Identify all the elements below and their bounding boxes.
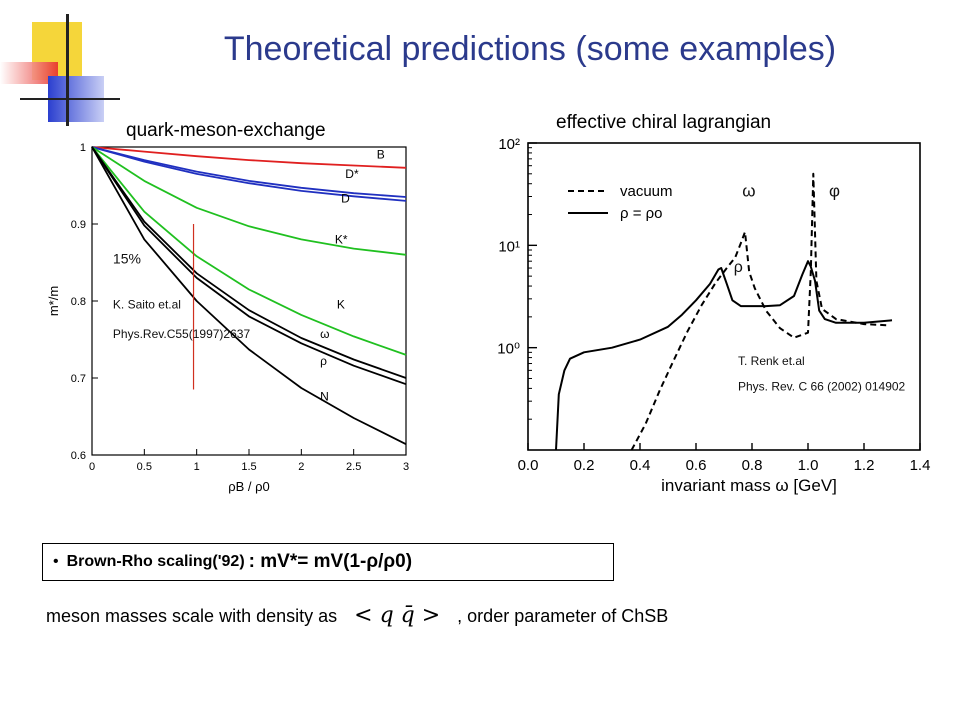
left-series-line — [91, 146, 407, 198]
left-y-tick-label: 0.8 — [71, 296, 86, 308]
left-chart-labels: B D* D K* Kωρ N 15% K. Saito et.al Phys.Rev.C55(… — [113, 148, 385, 404]
left-x-tick-label: 0.5 — [137, 461, 152, 473]
right-plot-frame — [527, 142, 921, 451]
left-y-tick-label: 0.7 — [71, 373, 86, 385]
right-y-tick-label: 10¹ — [498, 238, 520, 255]
left-x-tick-label: 3 — [403, 461, 409, 473]
right-annotation: Phys. Rev. C 66 (2002) 014902 — [738, 380, 906, 394]
right-chart-labels: vacuum ρ = ρo ω φ ρ T. Renk et.al Phys. Rev. C… — [568, 182, 906, 394]
left-series-label: N — [320, 389, 329, 403]
brown-rho-label: Brown-Rho scaling('92) — [66, 553, 245, 570]
left-y-tick-label: 0.6 — [71, 450, 86, 462]
left-chart-series — [91, 146, 407, 446]
right-x-axis-label: invariant mass ω [GeV] — [661, 476, 837, 495]
left-y-tick-label: 0.9 — [71, 219, 86, 231]
quark-condensate-symbol: < q q̄ > — [354, 603, 441, 628]
left-series-line — [91, 146, 407, 169]
left-series-label: D* — [345, 167, 359, 181]
right-chart: 0.0 0.2 0.4 0.6 0.8 1.0 1.2 1.4 10⁰ 10¹ 10² invaria… — [497, 136, 930, 495]
left-series-label: ρ — [320, 354, 327, 368]
bullet-dot-icon: • — [53, 553, 59, 570]
right-vacuum-curve — [630, 172, 890, 451]
bottom-text-before: meson masses scale with density as — [46, 606, 338, 626]
left-x-tick-label: 1.5 — [241, 461, 256, 473]
left-x-tick-label: 2 — [298, 461, 304, 473]
left-y-axis-label: m*/m — [46, 286, 61, 316]
left-annotation: Phys.Rev.C55(1997)2637 — [113, 327, 251, 341]
left-chart-axes: 0 0.5 1 1.5 2 2.5 3 0.6 0.7 0.8 0.9 1 ρB / ρ0 m*/m — [46, 142, 409, 494]
brown-rho-box: • Brown-Rho scaling('92) : mV*= mV(1-ρ/ρ… — [42, 543, 614, 581]
brown-rho-formula: : mV*= mV(1-ρ/ρ0) — [248, 551, 413, 572]
left-series-line — [91, 146, 407, 256]
bottom-statement: meson masses scale with density as < q q… — [46, 603, 668, 628]
left-annotation: K. Saito et.al — [113, 298, 181, 312]
left-annotation: 15% — [113, 250, 141, 266]
right-x-tick-label: 0.0 — [518, 457, 539, 474]
left-x-axis-label: ρB / ρ0 — [228, 479, 270, 494]
left-series-label: K* — [335, 232, 348, 246]
right-x-tick-label: 0.6 — [686, 457, 707, 474]
left-chart: 0 0.5 1 1.5 2 2.5 3 0.6 0.7 0.8 0.9 1 ρB / ρ0 m*/m B D… — [46, 142, 409, 494]
slide-title: Theoretical predictions (some examples) — [223, 30, 837, 68]
right-x-tick-label: 0.2 — [574, 457, 595, 474]
left-series-line — [91, 146, 407, 379]
right-legend-label: vacuum — [620, 183, 673, 200]
right-y-tick-label: 10² — [498, 136, 520, 153]
left-series-label: ω — [320, 327, 329, 341]
left-series-line — [91, 146, 407, 202]
right-chart-series — [555, 172, 893, 451]
right-annotation: φ — [829, 182, 840, 201]
left-x-tick-label: 0 — [89, 461, 95, 473]
left-series-label: D — [341, 191, 350, 205]
logo-decoration — [0, 0, 120, 130]
left-series-line — [91, 146, 407, 386]
logo-vertical-line — [66, 14, 69, 126]
right-x-tick-label: 1.2 — [854, 457, 875, 474]
logo-horizontal-line — [20, 98, 120, 100]
left-series-line — [91, 146, 407, 356]
right-x-tick-label: 1.0 — [798, 457, 819, 474]
left-y-tick-label: 1 — [80, 142, 86, 154]
right-annotation: T. Renk et.al — [738, 354, 805, 368]
right-x-tick-label: 1.4 — [910, 457, 931, 474]
right-annotation: ω — [742, 182, 755, 201]
right-chart-axes: 0.0 0.2 0.4 0.6 0.8 1.0 1.2 1.4 10⁰ 10¹ 10² invaria… — [497, 136, 930, 495]
left-x-tick-label: 2.5 — [346, 461, 361, 473]
left-series-line — [91, 146, 407, 446]
bottom-text-after: , order parameter of ChSB — [457, 606, 669, 626]
right-annotation: ρ — [734, 259, 743, 276]
left-series-label: B — [377, 148, 385, 162]
left-series-label: K — [337, 298, 345, 312]
right-x-tick-label: 0.8 — [742, 457, 763, 474]
right-x-tick-label: 0.4 — [630, 457, 651, 474]
logo-red-bar — [0, 62, 58, 84]
right-y-tick-label: 10⁰ — [497, 341, 520, 358]
left-chart-subtitle: quark-meson-exchange — [126, 120, 326, 141]
left-x-tick-label: 1 — [194, 461, 200, 473]
right-chart-subtitle: effective chiral lagrangian — [556, 112, 772, 133]
right-medium-curve — [555, 260, 893, 451]
right-legend-label: ρ = ρo — [620, 205, 663, 222]
